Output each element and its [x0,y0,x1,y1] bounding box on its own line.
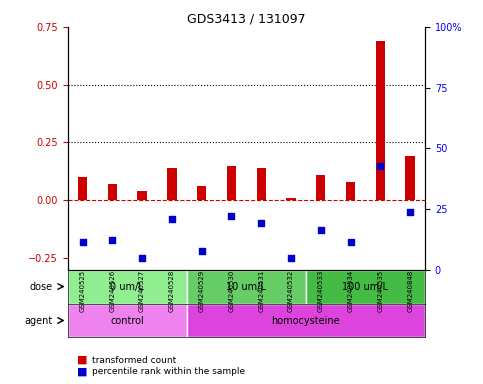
Title: GDS3413 / 131097: GDS3413 / 131097 [187,13,306,26]
Point [406,209,414,215]
Bar [78,177,87,200]
Text: 10 um/L: 10 um/L [227,281,266,291]
Point [317,227,325,233]
Bar [227,166,236,200]
Point [168,216,176,222]
FancyBboxPatch shape [68,303,187,338]
Text: transformed count: transformed count [92,356,176,365]
Bar [197,186,206,200]
Text: GSM240526: GSM240526 [109,270,115,312]
Point [79,239,86,245]
Text: GSM240530: GSM240530 [228,270,234,312]
Bar [346,182,355,200]
Text: GSM240531: GSM240531 [258,270,264,312]
Text: GSM240535: GSM240535 [377,270,384,312]
Point [138,255,146,261]
Text: GSM240534: GSM240534 [348,270,354,312]
Bar [405,156,415,200]
Point [108,237,116,243]
Point [377,162,384,169]
Bar [137,191,147,200]
Point [347,239,355,245]
FancyBboxPatch shape [187,303,425,338]
Text: GSM240525: GSM240525 [80,270,85,312]
Text: GSM240532: GSM240532 [288,270,294,312]
Text: homocysteine: homocysteine [271,316,340,326]
Text: GSM240528: GSM240528 [169,270,175,312]
Text: agent: agent [25,316,53,326]
Bar [108,184,117,200]
Point [257,220,265,227]
Text: dose: dose [29,281,53,291]
Point [287,255,295,261]
Text: GSM240529: GSM240529 [199,270,205,312]
Text: control: control [110,316,144,326]
Bar [376,41,385,200]
Point [227,214,235,220]
Text: GSM240527: GSM240527 [139,270,145,312]
Text: ■: ■ [77,355,88,365]
Bar [256,168,266,200]
Bar [167,168,177,200]
FancyBboxPatch shape [306,270,425,303]
Text: percentile rank within the sample: percentile rank within the sample [92,367,245,376]
Text: GSM240848: GSM240848 [407,270,413,312]
Text: GSM240533: GSM240533 [318,270,324,312]
Text: 0 um/L: 0 um/L [110,281,144,291]
Bar [316,175,326,200]
Bar [286,198,296,200]
Text: ■: ■ [77,366,88,376]
FancyBboxPatch shape [187,270,306,303]
FancyBboxPatch shape [68,270,187,303]
Point [198,248,206,254]
Text: 100 um/L: 100 um/L [342,281,388,291]
